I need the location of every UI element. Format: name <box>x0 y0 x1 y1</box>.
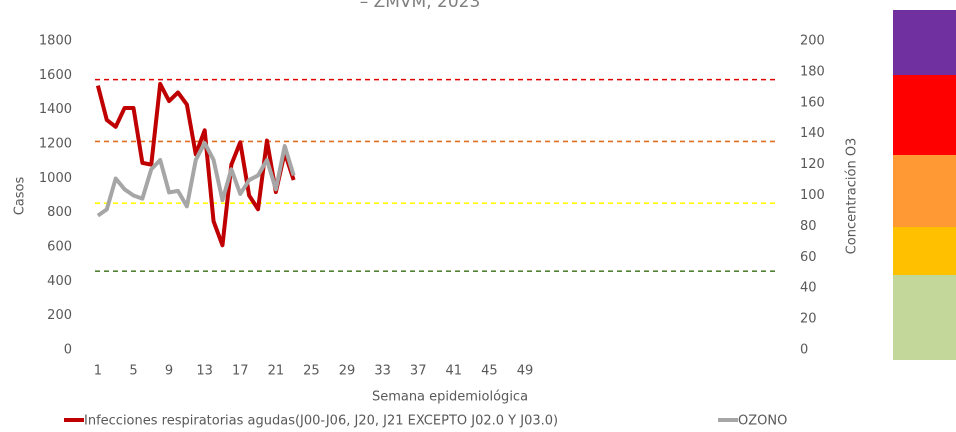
y-tick-label: 1000 <box>39 171 72 186</box>
scale-yellow <box>893 227 956 275</box>
scale-orange <box>893 155 956 227</box>
y2-tick-label: 100 <box>800 188 825 203</box>
x-tick-label: 13 <box>196 364 213 379</box>
y-tick-label: 600 <box>47 240 72 255</box>
chart-title: – ZMVM, 2023 <box>360 0 481 12</box>
x-tick-label: 45 <box>481 364 498 379</box>
scale-green <box>893 275 956 360</box>
y2-tick-label: 60 <box>800 250 817 265</box>
y2-axis-label: Concentración O3 <box>845 138 860 255</box>
x-tick-label: 33 <box>374 364 391 379</box>
x-tick-label: 41 <box>446 364 463 379</box>
x-axis-label: Semana epidemiológica <box>372 390 528 405</box>
y2-tick-label: 160 <box>800 95 825 110</box>
y-tick-label: 0 <box>64 343 72 358</box>
legend-label: OZONO <box>738 414 787 429</box>
x-tick-label: 21 <box>268 364 285 379</box>
y-tick-label: 400 <box>47 274 72 289</box>
y-tick-label: 200 <box>47 308 72 323</box>
series-line <box>95 81 296 248</box>
y2-tick-label: 140 <box>800 126 825 141</box>
x-tick-label: 25 <box>303 364 320 379</box>
legend-label: Infecciones respiratorias agudas(J00-J06… <box>84 414 558 429</box>
y-tick-label: 1600 <box>39 68 72 83</box>
x-tick-label: 17 <box>232 364 249 379</box>
y2-tick-label: 180 <box>800 64 825 79</box>
series-line <box>96 140 296 218</box>
y-tick-label: 800 <box>47 205 72 220</box>
scale-red <box>893 75 956 155</box>
color-scale <box>893 10 956 360</box>
y-tick-label: 1800 <box>39 34 72 49</box>
scale-purple <box>893 10 956 75</box>
x-tick-label: 5 <box>129 364 137 379</box>
y-tick-label: 1200 <box>39 137 72 152</box>
x-tick-label: 49 <box>517 364 534 379</box>
y2-tick-label: 120 <box>800 157 825 172</box>
y2-tick-label: 40 <box>800 281 817 296</box>
y-tick-label: 1400 <box>39 102 72 117</box>
x-tick-label: 9 <box>165 364 173 379</box>
x-tick-label: 37 <box>410 364 427 379</box>
y2-tick-label: 0 <box>800 343 808 358</box>
x-tick-label: 29 <box>339 364 356 379</box>
y2-tick-label: 200 <box>800 34 825 49</box>
x-tick-label: 1 <box>94 364 102 379</box>
y-axis-label: Casos <box>13 177 28 216</box>
y2-tick-label: 80 <box>800 219 817 234</box>
y2-tick-label: 20 <box>800 312 817 327</box>
